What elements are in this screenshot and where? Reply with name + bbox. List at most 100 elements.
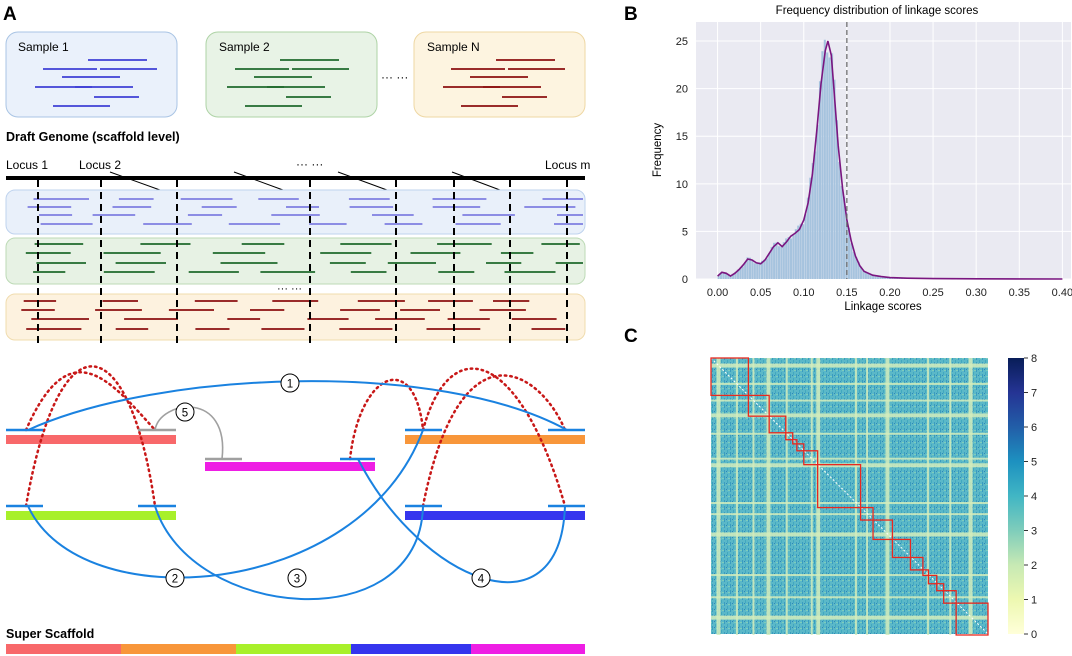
histogram-bar [744, 262, 747, 279]
histogram-bar [741, 266, 744, 279]
locus-pointers [109, 171, 501, 191]
dotted-link [348, 378, 425, 461]
colorbar-tick-label: 8 [1031, 353, 1037, 365]
histogram-bar [789, 238, 793, 279]
x-tick-label: 0.20 [879, 287, 900, 299]
locus-m-label: Locus m [545, 158, 590, 172]
cluster-box [943, 590, 957, 604]
cluster-box [891, 538, 912, 559]
sparse-column [766, 358, 771, 635]
colorbar-tick-label: 2 [1031, 560, 1037, 572]
histogram-bar [734, 271, 737, 279]
histogram-bar [869, 273, 872, 279]
histogram-bar [864, 272, 867, 279]
histogram-bar [797, 225, 800, 279]
histogram-bar [782, 242, 785, 279]
colorbar-tick-label: 5 [1031, 457, 1037, 469]
sample-1-box [5, 31, 178, 118]
badge-number: 2 [172, 574, 178, 586]
histogram-bar [785, 238, 788, 279]
panel-c: C 0 1 2 3 4 5 6 7 8 [624, 326, 1037, 641]
panel-a-letter: A [3, 4, 17, 25]
lane-reads [21, 198, 583, 330]
histogram-bar [773, 242, 776, 279]
histogram-bar [845, 212, 848, 279]
colorbar [1008, 358, 1024, 634]
y-tick-label: 15 [676, 131, 688, 143]
histogram-bar [736, 269, 739, 279]
cluster-box [859, 506, 874, 521]
histogram-bar [794, 229, 797, 279]
sparse-row [711, 615, 988, 620]
cluster-box [785, 432, 794, 441]
histogram-bar [761, 260, 764, 279]
plot-area [696, 22, 1071, 279]
locus-2-label: Locus 2 [79, 158, 121, 172]
colorbar-tick-label: 3 [1031, 526, 1037, 538]
sample-1-label: Sample 1 [18, 40, 69, 54]
histogram-bar [816, 124, 819, 279]
x-axis-label: Linkage scores [844, 301, 922, 313]
locus-pointer [233, 171, 284, 191]
samples-ellipsis: ··· ··· [381, 70, 408, 84]
link-badge-5: 5 [175, 402, 195, 422]
draft-genome-title: Draft Genome (scaffold level) [6, 130, 180, 144]
super-segment-orange [121, 644, 236, 654]
histogram-bar [818, 81, 822, 279]
histogram-bars [717, 39, 918, 280]
sparse-column [968, 358, 973, 635]
histogram-bar [855, 256, 858, 279]
cluster-box [816, 463, 862, 509]
histogram-bar [857, 261, 860, 279]
badge-number: 1 [287, 379, 293, 391]
badge-circle [165, 568, 185, 588]
y-tick-label: 10 [676, 179, 688, 191]
contig-blue [405, 511, 585, 520]
histogram-bar [833, 79, 836, 280]
sparse-column [785, 358, 788, 635]
dotted-link [24, 371, 157, 432]
lane-sample-2 [5, 237, 586, 285]
histogram-bar [862, 270, 865, 279]
y-tick-label: 20 [676, 84, 688, 96]
dotted-links [24, 365, 567, 508]
histogram-bar [838, 161, 841, 279]
cluster-box [922, 569, 930, 577]
histogram-bar [799, 223, 802, 279]
link-2-arc [27, 429, 424, 579]
panel-b: B Frequency distribution of linkage scor… [624, 4, 1072, 313]
cluster-box [872, 519, 894, 541]
sparse-row [711, 596, 988, 599]
histogram-bar [809, 177, 812, 279]
y-axis-label: Frequency [652, 123, 664, 178]
histogram-bar [867, 273, 870, 279]
colorbar-tick-label: 4 [1031, 491, 1037, 503]
x-tick-label: 0.35 [1009, 287, 1030, 299]
sample-2-label: Sample 2 [219, 40, 270, 54]
locus-dashed-lines [37, 180, 568, 345]
histogram-bar [847, 227, 851, 279]
badge-number: 3 [294, 574, 300, 586]
histogram-bar [874, 275, 877, 279]
histogram-bar [758, 262, 761, 279]
panel-c-letter: C [624, 326, 638, 347]
super-segment-blue [351, 644, 471, 654]
dotted-link [421, 374, 567, 508]
badge-circle [175, 402, 195, 422]
cluster-boxes [710, 357, 989, 636]
cluster-box [909, 556, 924, 571]
x-tick-labels: 0.00 0.05 0.10 0.15 0.20 0.25 0.30 0.35 0.40 [707, 287, 1072, 299]
panel-b-letter: B [624, 4, 638, 25]
x-tick-label: 0.15 [836, 287, 857, 299]
sparse-column [949, 358, 952, 635]
histogram-bar [722, 272, 725, 279]
super-segment-red [6, 644, 121, 654]
histogram-bar [821, 51, 824, 280]
sample-n-reads [443, 59, 565, 107]
x-tick-label: 0.30 [965, 287, 986, 299]
sparse-column [810, 358, 813, 635]
sample-box-1: Sample 1 [5, 31, 178, 118]
loci-ellipsis: ··· ··· [296, 157, 323, 171]
x-tick-label: 0.05 [750, 287, 771, 299]
link-number-badges: 1 2 3 4 5 [165, 373, 491, 588]
